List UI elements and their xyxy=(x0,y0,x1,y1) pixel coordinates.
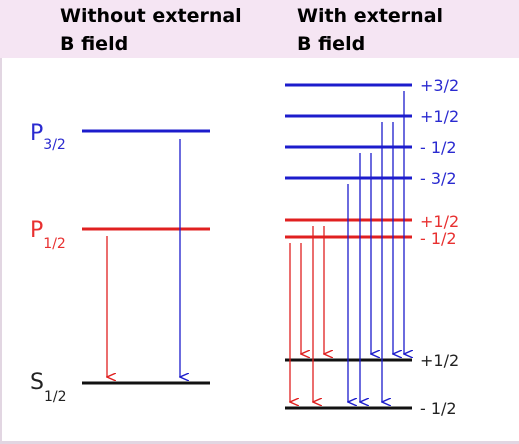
mlabel-p32-plus1half: +1/2 xyxy=(420,107,459,126)
label-p12-sub: 1/2 xyxy=(43,236,66,252)
mlabel-p32-plus3half: +3/2 xyxy=(420,76,459,95)
label-s12: S1/2 xyxy=(30,370,67,405)
label-p32: P3/2 xyxy=(30,121,66,153)
label-p32-main: P xyxy=(30,121,43,146)
label-p12-main: P xyxy=(30,218,43,243)
label-p32-sub: 3/2 xyxy=(43,137,66,153)
label-s12-main: S xyxy=(30,370,44,395)
mlabel-p32-minus3half: - 3/2 xyxy=(420,169,457,188)
mlabel-p12-minus1half: - 1/2 xyxy=(420,229,457,248)
mlabel-s12-plus1half: +1/2 xyxy=(420,351,459,370)
label-s12-sub: 1/2 xyxy=(44,389,67,405)
mlabel-s12-minus1half: - 1/2 xyxy=(420,399,457,418)
label-p12: P1/2 xyxy=(30,218,66,252)
mlabel-p32-minus1half: - 1/2 xyxy=(420,138,457,157)
